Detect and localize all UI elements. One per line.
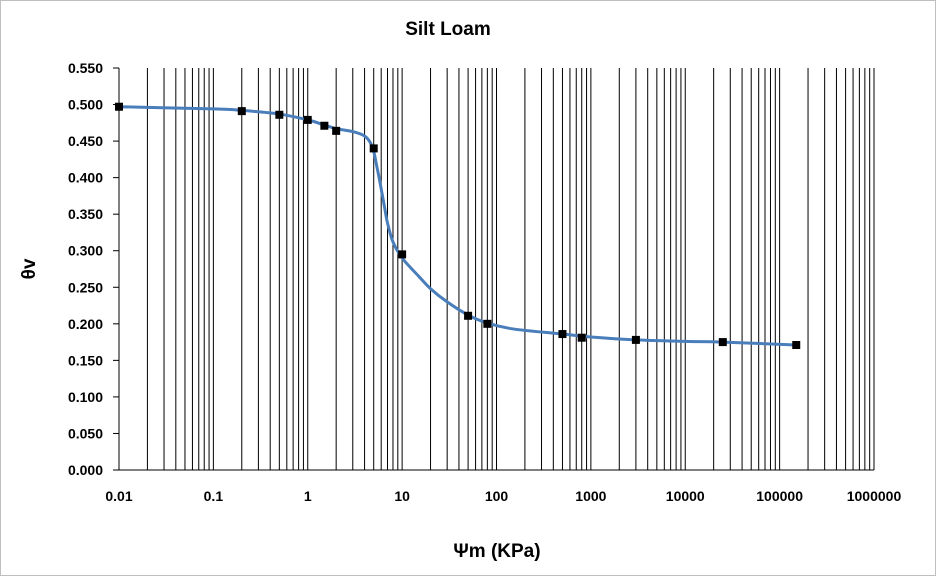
y-tick-labels: 0.000 0.050 0.100 0.150 0.200 0.250 0.300 0.350… bbox=[68, 60, 119, 478]
data-point-marker bbox=[483, 319, 492, 328]
data-point-marker bbox=[320, 121, 329, 130]
data-point-marker bbox=[577, 333, 586, 342]
x-tick-label: 10 bbox=[394, 488, 410, 504]
x-tick-label: 100000 bbox=[756, 488, 803, 504]
data-point-marker bbox=[115, 102, 123, 111]
data-point-marker bbox=[558, 330, 567, 339]
data-point-marker bbox=[792, 341, 801, 350]
y-tick-label: 0.050 bbox=[68, 425, 103, 441]
y-axis-title: θv bbox=[19, 258, 40, 279]
x-tick-label: 100 bbox=[485, 488, 509, 504]
data-points bbox=[115, 102, 801, 350]
y-tick-label: 0.200 bbox=[68, 316, 103, 332]
data-point-marker bbox=[631, 335, 640, 344]
y-tick-label: 0.150 bbox=[68, 352, 103, 368]
data-point-marker bbox=[369, 144, 378, 153]
chart-title: Silt Loam bbox=[405, 19, 491, 40]
y-tick-label: 0.000 bbox=[68, 462, 103, 478]
y-tick-label: 0.400 bbox=[68, 170, 103, 186]
data-point-marker bbox=[718, 338, 727, 347]
x-tick-label: 1000 bbox=[575, 488, 606, 504]
data-point-marker bbox=[464, 311, 473, 320]
y-tick-label: 0.350 bbox=[68, 206, 103, 222]
y-tick-label: 0.300 bbox=[68, 243, 103, 259]
grid-lines bbox=[118, 68, 875, 470]
y-tick-label: 0.100 bbox=[68, 389, 103, 405]
data-point-marker bbox=[275, 110, 284, 119]
fit-curve-line bbox=[117, 105, 798, 347]
data-point-marker bbox=[303, 115, 312, 124]
x-tick-label: 0.1 bbox=[204, 488, 224, 504]
y-tick-label: 0.250 bbox=[68, 279, 103, 295]
x-tick-label: 10000 bbox=[666, 488, 705, 504]
y-tick-label: 0.550 bbox=[68, 60, 103, 76]
data-point-marker bbox=[332, 126, 341, 135]
x-tick-labels: 0.01 0.1 1 10 100 1000 10000 100000 1000000 bbox=[105, 488, 901, 504]
y-tick-label: 0.500 bbox=[68, 97, 103, 113]
y-tick-label: 0.450 bbox=[68, 133, 103, 149]
data-point-marker bbox=[237, 107, 246, 116]
x-tick-label: 0.01 bbox=[105, 488, 132, 504]
data-point-marker bbox=[398, 250, 407, 259]
x-axis-title: Ψm (KPa) bbox=[453, 541, 540, 562]
x-tick-label: 1 bbox=[304, 488, 312, 504]
x-tick-label: 1000000 bbox=[847, 488, 902, 504]
